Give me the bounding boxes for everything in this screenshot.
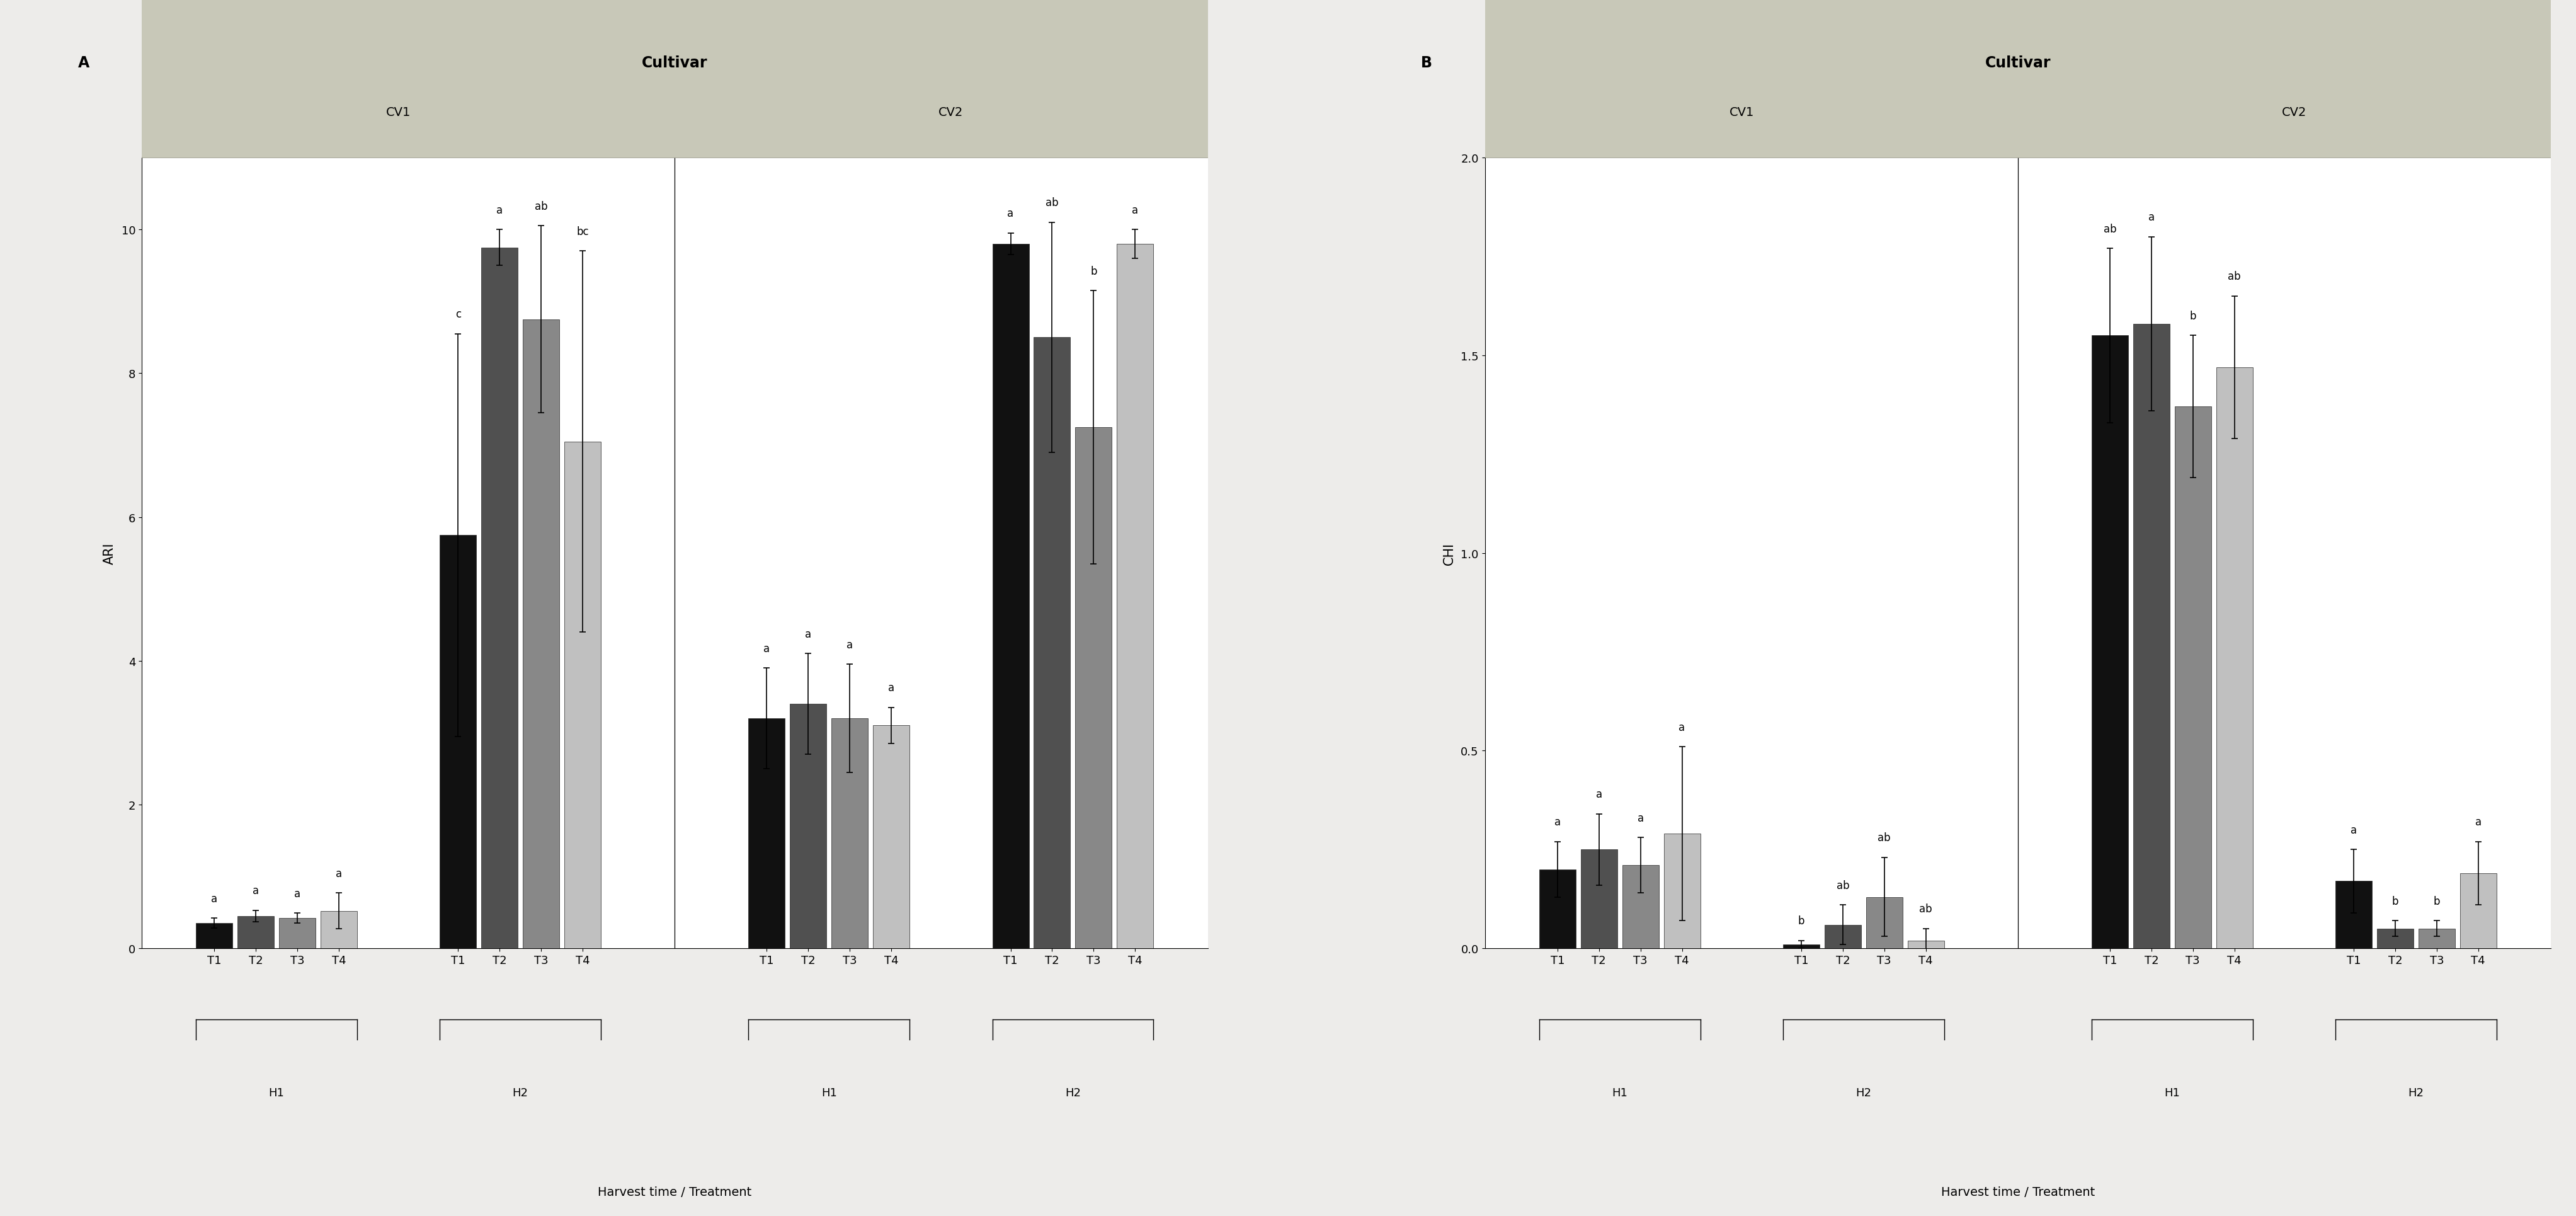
Bar [1664, 834, 1700, 948]
Bar [1865, 897, 1901, 948]
Bar [2460, 873, 2496, 948]
Text: H2: H2 [1855, 1087, 1870, 1098]
Text: a: a [2476, 816, 2481, 828]
Bar [1623, 866, 1659, 948]
Text: ab: ab [1837, 879, 1850, 891]
Text: ab: ab [1878, 832, 1891, 844]
Text: H2: H2 [513, 1087, 528, 1098]
Text: a: a [1636, 812, 1643, 823]
Bar [196, 923, 232, 948]
Text: a: a [762, 643, 770, 654]
Text: a: a [848, 640, 853, 651]
Bar [832, 719, 868, 948]
Bar [1033, 338, 1069, 948]
Text: a: a [211, 893, 216, 903]
Bar [1074, 428, 1113, 948]
Text: b: b [1798, 914, 1803, 927]
Bar [2419, 929, 2455, 948]
Text: Harvest time / Treatment: Harvest time / Treatment [1940, 1186, 2094, 1198]
Bar [1824, 925, 1860, 948]
Text: b: b [2432, 895, 2439, 907]
Text: ab: ab [1046, 197, 1059, 208]
Bar [564, 441, 600, 948]
Bar [482, 248, 518, 948]
Text: Cultivar: Cultivar [641, 56, 708, 71]
Text: H2: H2 [2409, 1087, 2424, 1098]
Bar [750, 719, 786, 948]
Text: CV2: CV2 [2282, 107, 2306, 119]
Text: a: a [1680, 721, 1685, 733]
Text: ab: ab [533, 201, 549, 212]
Bar [2133, 323, 2169, 948]
Text: c: c [456, 309, 461, 320]
Text: H1: H1 [268, 1087, 283, 1098]
Text: a: a [1553, 816, 1561, 828]
Text: B: B [1419, 56, 1432, 71]
Text: H1: H1 [2164, 1087, 2179, 1098]
Text: a: a [2349, 824, 2357, 835]
Text: CV2: CV2 [938, 107, 963, 118]
Bar [2215, 367, 2251, 948]
Bar [2334, 882, 2372, 948]
Text: ab: ab [2228, 271, 2241, 282]
Bar [1579, 850, 1618, 948]
Text: Cultivar: Cultivar [1984, 56, 2050, 71]
Bar [142, 0, 1208, 158]
Text: H2: H2 [1064, 1087, 1079, 1098]
Text: a: a [497, 204, 502, 215]
Text: a: a [1007, 208, 1012, 219]
Bar [278, 918, 314, 948]
Text: a: a [252, 885, 260, 896]
Bar [1538, 869, 1577, 948]
Bar [1783, 945, 1819, 948]
Bar [2092, 336, 2128, 948]
Text: a: a [804, 629, 811, 640]
Bar [1906, 941, 1942, 948]
Text: a: a [889, 682, 894, 693]
Y-axis label: CHI: CHI [1443, 542, 1455, 564]
Text: a: a [1595, 788, 1602, 800]
Bar [237, 916, 273, 948]
Bar [992, 244, 1028, 948]
Bar [2174, 407, 2210, 948]
Bar [1115, 244, 1154, 948]
Bar [2378, 929, 2414, 948]
Bar [873, 726, 909, 948]
Text: A: A [77, 56, 90, 71]
Text: Harvest time / Treatment: Harvest time / Treatment [598, 1186, 752, 1198]
Text: CV1: CV1 [386, 107, 410, 118]
Text: a: a [1131, 204, 1139, 215]
Bar [1484, 0, 2550, 158]
Text: a: a [2148, 212, 2154, 223]
Text: ab: ab [1919, 903, 1932, 914]
Text: CV1: CV1 [1728, 107, 1754, 119]
Text: H1: H1 [1613, 1087, 1628, 1098]
Text: a: a [294, 888, 301, 899]
Bar [440, 535, 477, 948]
Text: a: a [335, 867, 343, 879]
Bar [523, 320, 559, 948]
Y-axis label: ARI: ARI [103, 542, 116, 564]
Text: ab: ab [2102, 224, 2115, 235]
Bar [319, 911, 358, 948]
Bar [791, 704, 827, 948]
Text: b: b [2391, 895, 2398, 907]
Text: bc: bc [577, 226, 590, 237]
Text: b: b [1090, 265, 1097, 277]
Text: H1: H1 [822, 1087, 837, 1098]
Text: b: b [2190, 310, 2195, 322]
